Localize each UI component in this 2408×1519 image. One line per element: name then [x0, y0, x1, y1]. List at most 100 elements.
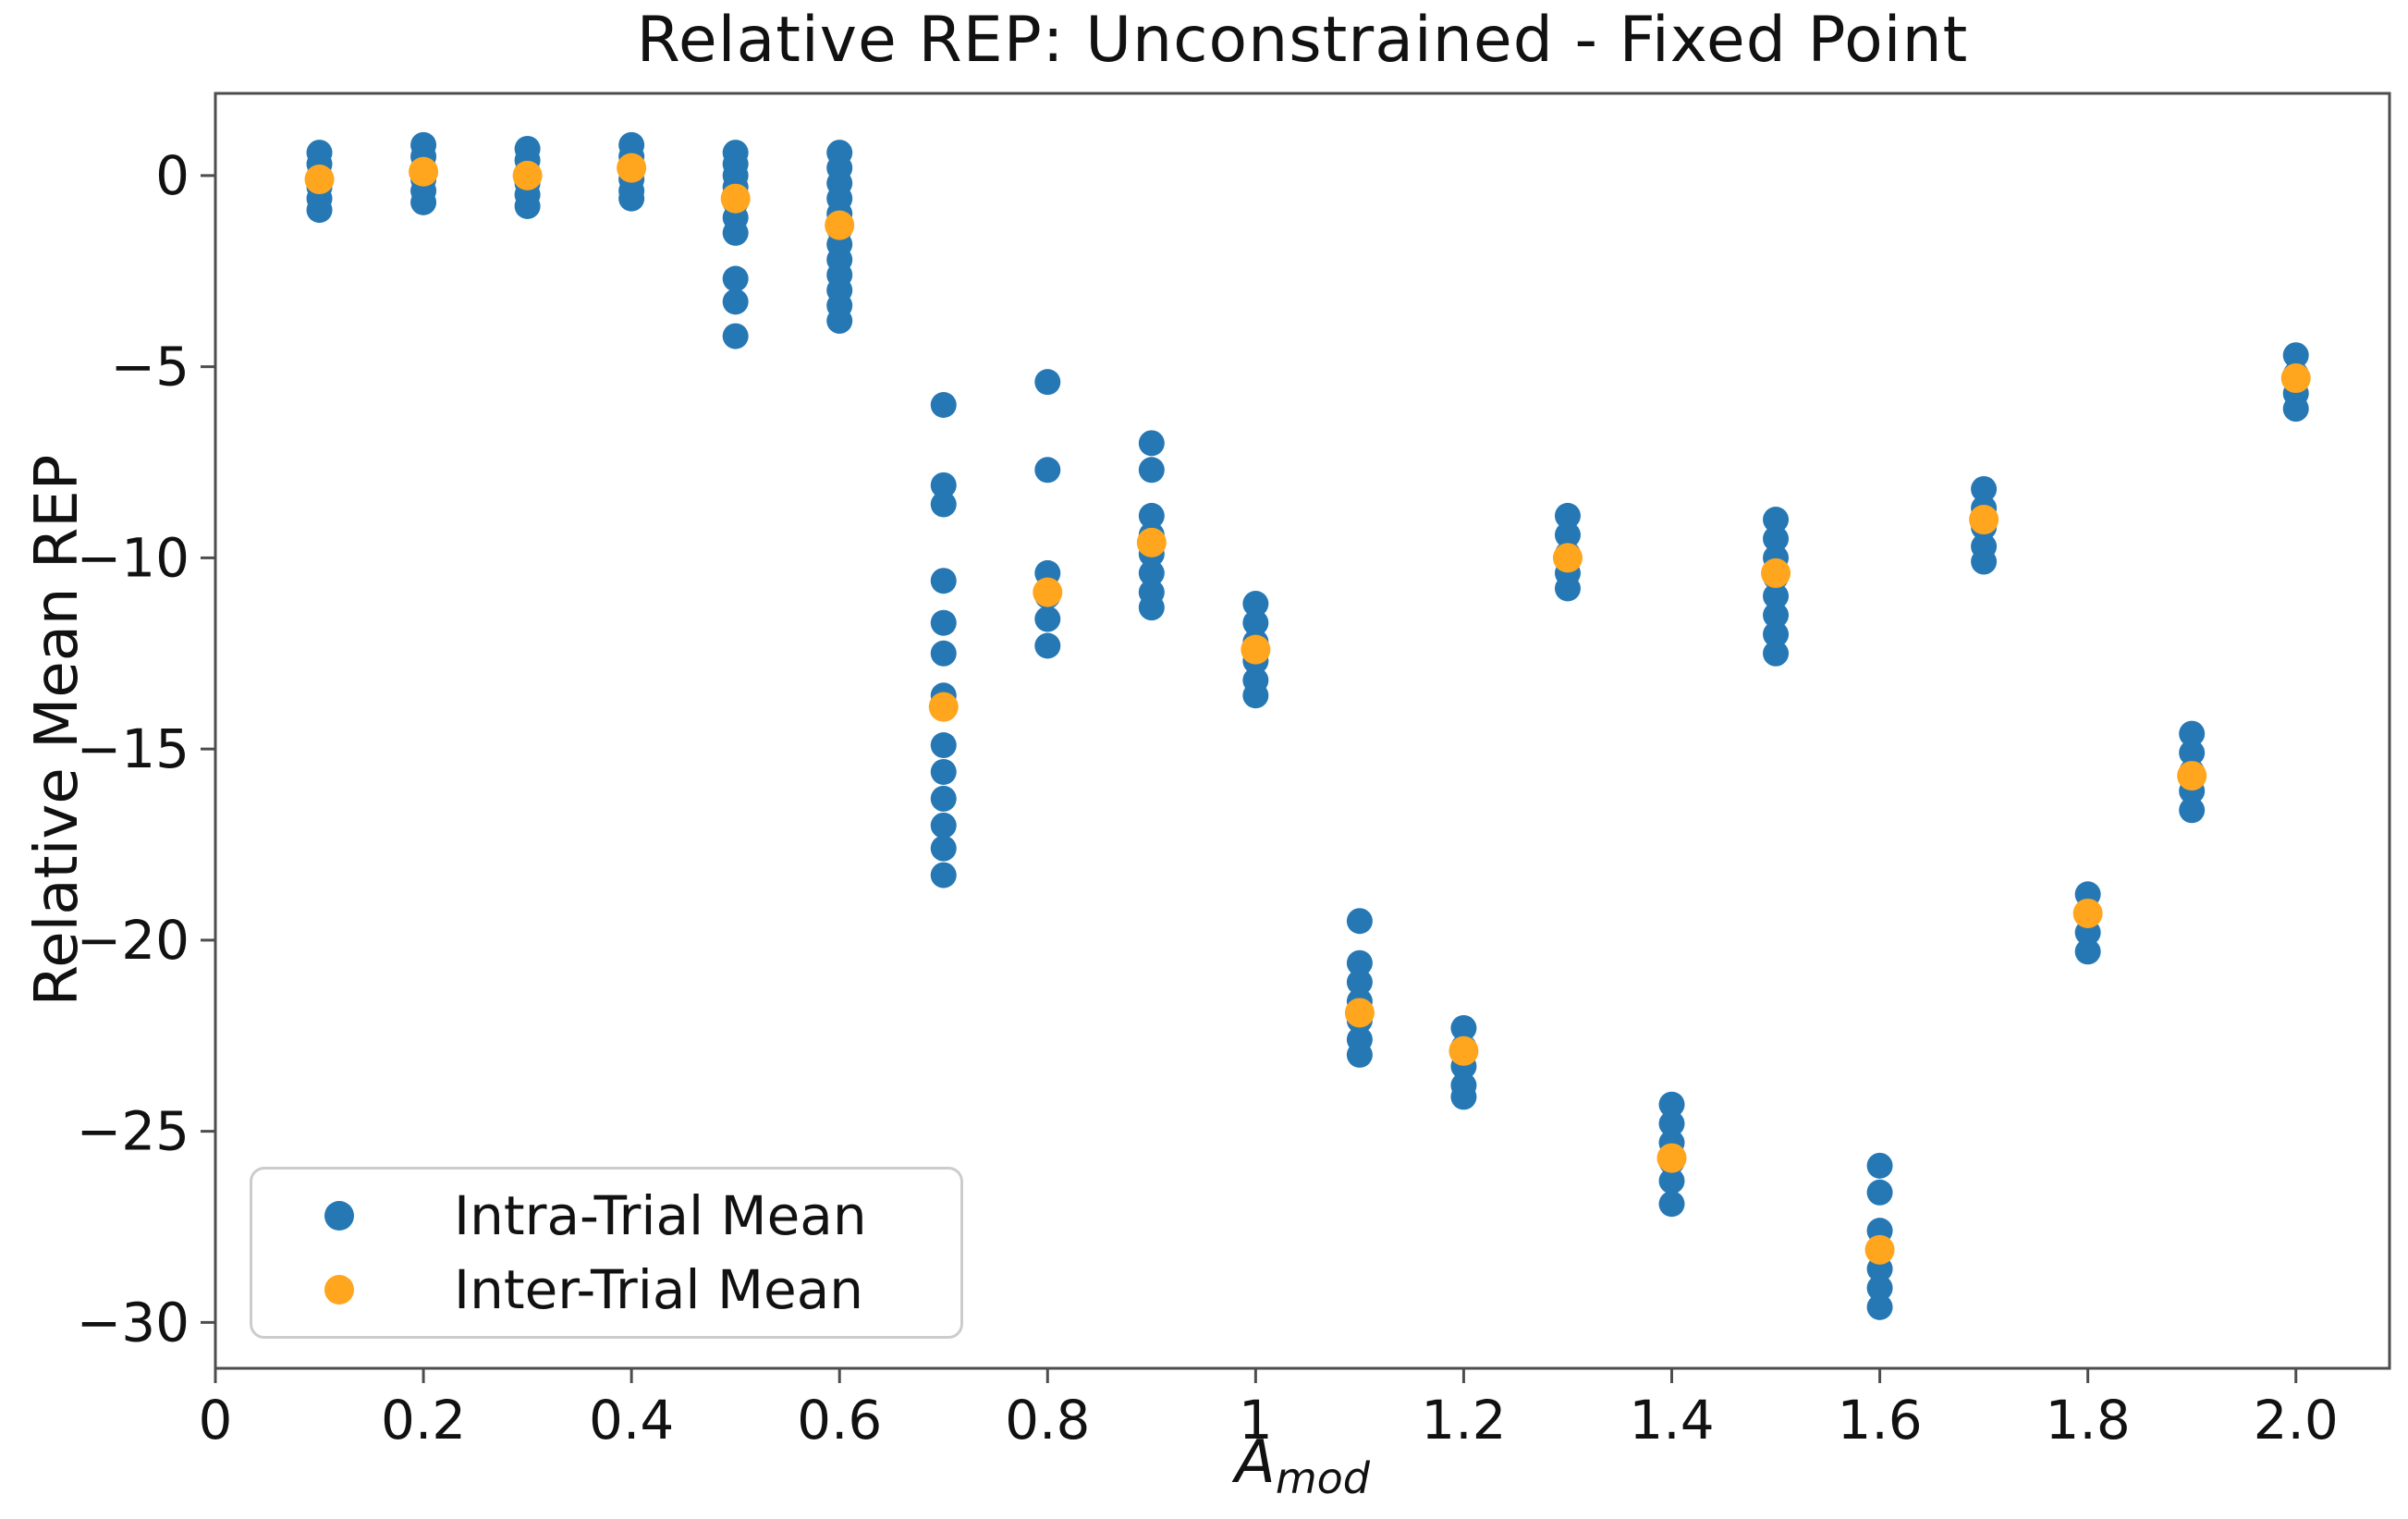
intra-trial-data-point	[1242, 591, 1269, 618]
intra-trial-data-point	[2179, 740, 2206, 766]
intra-trial-data-point	[2074, 938, 2101, 965]
x-axis-label-subscript: mod	[1275, 1453, 1370, 1503]
intra-trial-data-point	[1450, 1014, 1477, 1041]
x-tick-label: 0.6	[797, 1389, 882, 1452]
x-axis-label: Amod	[215, 1428, 2390, 1503]
intra-trial-data-point	[2282, 396, 2309, 423]
inter-trial-mean-point	[2177, 761, 2207, 791]
intra-trial-data-point	[1346, 969, 1373, 996]
x-tick-label: 1	[1239, 1389, 1273, 1452]
intra-trial-data-point	[1658, 1168, 1685, 1194]
intra-trial-data-point	[1554, 575, 1581, 602]
intra-trial-data-point	[1138, 457, 1165, 484]
intra-trial-data-point	[1346, 949, 1373, 976]
intra-trial-data-point	[1658, 1191, 1685, 1218]
intra-trial-data-point	[930, 785, 957, 812]
intra-trial-data-point	[1034, 606, 1061, 632]
intra-trial-data-point	[930, 491, 957, 518]
legend-label-inter: Inter-Trial Mean	[454, 1258, 864, 1321]
intra-trial-data-point	[2179, 797, 2206, 824]
intra-trial-data-point	[1138, 502, 1165, 529]
intra-trial-data-point	[1763, 582, 1790, 609]
intra-trial-data-point	[1763, 602, 1790, 629]
intra-trial-data-point	[514, 192, 541, 219]
inter-trial-marker-icon	[324, 1275, 354, 1305]
intra-trial-data-point	[930, 640, 957, 667]
intra-trial-data-point	[930, 609, 957, 636]
intra-trial-data-point	[1034, 457, 1061, 484]
intra-trial-data-point	[930, 568, 957, 594]
intra-trial-data-point	[1971, 548, 1998, 575]
intra-trial-data-point	[2282, 342, 2309, 369]
y-tick-label: −30	[77, 1291, 189, 1354]
inter-trial-mean-point	[617, 153, 647, 183]
inter-trial-mean-point	[1344, 998, 1375, 1028]
x-tick-label: 1.6	[1837, 1389, 1922, 1452]
intra-trial-data-point	[722, 288, 749, 315]
inter-trial-mean-point	[1552, 543, 1583, 573]
intra-trial-data-point	[1763, 507, 1790, 533]
x-tick-label: 1.8	[2046, 1389, 2131, 1452]
y-tick-label: −25	[77, 1100, 189, 1163]
x-axis-label-base: A	[1235, 1428, 1276, 1497]
inter-trial-mean-point	[720, 183, 751, 214]
y-tick-label: −5	[111, 336, 190, 398]
intra-trial-marker-icon	[324, 1201, 354, 1231]
x-tick-label: 1.2	[1421, 1389, 1506, 1452]
x-tick-label: 0.8	[1005, 1389, 1090, 1452]
intra-trial-data-point	[2179, 720, 2206, 747]
intra-trial-data-point	[1658, 1110, 1685, 1137]
legend: Intra-Trial Mean Inter-Trial Mean	[250, 1167, 963, 1339]
intra-trial-data-point	[306, 197, 333, 224]
intra-trial-data-point	[618, 185, 645, 212]
inter-trial-mean-point	[825, 210, 855, 240]
intra-trial-data-point	[1866, 1275, 1893, 1302]
intra-trial-data-point	[1346, 1041, 1373, 1068]
y-tick-label: −10	[77, 526, 189, 589]
intra-trial-data-point	[1034, 632, 1061, 659]
y-tick-label: −15	[77, 717, 189, 780]
intra-trial-data-point	[1138, 559, 1165, 586]
intra-trial-data-point	[1450, 1084, 1477, 1110]
intra-trial-data-point	[410, 189, 437, 215]
intra-trial-data-point	[1866, 1152, 1893, 1179]
inter-trial-mean-point	[1969, 505, 1999, 535]
intra-trial-data-point	[1763, 621, 1790, 648]
intra-trial-data-point	[1138, 430, 1165, 457]
legend-row-intra: Intra-Trial Mean	[252, 1184, 960, 1247]
inter-trial-mean-point	[409, 156, 439, 187]
intra-trial-data-point	[1658, 1091, 1685, 1118]
intra-trial-data-point	[930, 472, 957, 498]
inter-trial-mean-point	[304, 165, 335, 195]
intra-trial-data-point	[1034, 369, 1061, 396]
x-tick-label: 0.4	[589, 1389, 674, 1452]
x-tick-label: 2.0	[2254, 1389, 2339, 1452]
x-tick-label: 0.2	[381, 1389, 466, 1452]
intra-trial-data-point	[1554, 502, 1581, 529]
inter-trial-mean-point	[2072, 898, 2103, 928]
inter-trial-mean-point	[512, 160, 543, 190]
intra-trial-data-point	[1346, 908, 1373, 935]
inter-trial-mean-point	[1033, 577, 1063, 607]
intra-trial-data-point	[826, 308, 853, 335]
inter-trial-mean-point	[1864, 1234, 1895, 1265]
intra-trial-data-point	[1866, 1293, 1893, 1320]
y-tick-label: 0	[155, 144, 189, 207]
intra-trial-data-point	[1763, 640, 1790, 667]
intra-trial-data-point	[1971, 475, 1998, 502]
inter-trial-mean-point	[1136, 527, 1167, 557]
inter-trial-mean-point	[928, 692, 959, 722]
intra-trial-data-point	[930, 835, 957, 862]
legend-row-inter: Inter-Trial Mean	[252, 1258, 960, 1321]
x-tick-label: 1.4	[1629, 1389, 1714, 1452]
inter-trial-mean-point	[2280, 363, 2311, 394]
intra-trial-data-point	[1242, 609, 1269, 636]
intra-trial-data-point	[1866, 1179, 1893, 1206]
intra-trial-data-point	[1138, 594, 1165, 621]
x-tick-label: 0	[199, 1389, 233, 1452]
intra-trial-data-point	[930, 758, 957, 785]
inter-trial-mean-point	[1656, 1143, 1687, 1173]
intra-trial-data-point	[722, 323, 749, 349]
